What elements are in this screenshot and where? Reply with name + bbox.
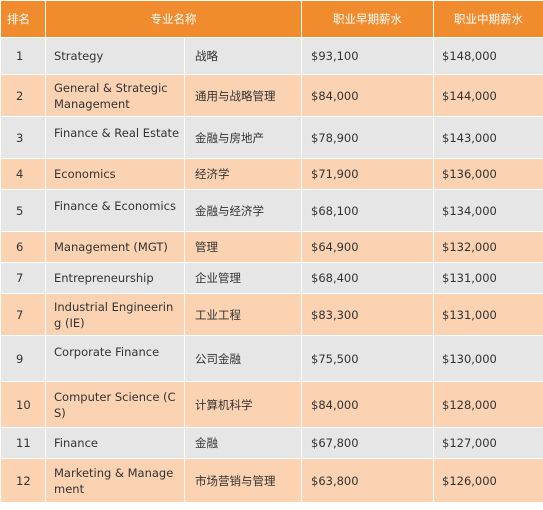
early-salary-cell: $93,100 — [301, 37, 434, 75]
mid-salary-cell: $128,000 — [433, 381, 543, 428]
major-en-cell: Marketing & Management — [45, 458, 185, 503]
major-cn-cell: 通用与战略管理 — [184, 74, 302, 117]
major-en-cell: Management (MGT) — [45, 231, 185, 263]
early-salary-cell: $68,400 — [301, 262, 434, 294]
mid-salary-cell: $131,000 — [433, 262, 543, 294]
major-cn-cell: 计算机科学 — [184, 381, 302, 428]
mid-salary-cell: $130,000 — [433, 335, 543, 382]
rank-cell: 7 — [0, 262, 46, 294]
mid-salary-cell: $144,000 — [433, 74, 543, 117]
major-cn-cell: 金融与经济学 — [184, 189, 302, 232]
major-en-cell: Industrial Engineering (IE) — [45, 293, 185, 336]
major-en-cell: Economics — [45, 158, 185, 190]
mid-salary-cell: $134,000 — [433, 189, 543, 232]
early-salary-cell: $71,900 — [301, 158, 434, 190]
early-salary-cell: $83,300 — [301, 293, 434, 336]
major-cn-cell: 市场营销与管理 — [184, 458, 302, 503]
mid-salary-cell: $131,000 — [433, 293, 543, 336]
rank-cell: 5 — [0, 189, 46, 232]
early-salary-cell: $84,000 — [301, 74, 434, 117]
major-en-cell: Entrepreneurship — [45, 262, 185, 294]
major-en-cell: Strategy — [45, 37, 185, 75]
mid-salary-cell: $136,000 — [433, 158, 543, 190]
rank-cell: 6 — [0, 231, 46, 263]
table-row: 10 Computer Science (CS) 计算机科学 $84,000 $… — [0, 381, 543, 428]
table-row: 5 Finance & Economics 金融与经济学 $68,100 $13… — [0, 189, 543, 232]
table-row: 12 Marketing & Management 市场营销与管理 $63,80… — [0, 458, 543, 503]
major-cn-cell: 金融 — [184, 427, 302, 459]
table-row: 3 Finance & Real Estate 金融与房地产 $78,900 $… — [0, 116, 543, 159]
major-cn-cell: 管理 — [184, 231, 302, 263]
major-cn-cell: 企业管理 — [184, 262, 302, 294]
major-en-cell: Finance & Economics — [45, 189, 185, 232]
table-row: 9 Corporate Finance 公司金融 $75,500 $130,00… — [0, 335, 543, 382]
major-en-cell: Corporate Finance — [45, 335, 185, 382]
table-row: 6 Management (MGT) 管理 $64,900 $132,000 — [0, 231, 543, 263]
rank-cell: 12 — [0, 458, 46, 503]
header-major: 专业名称 — [45, 0, 302, 38]
major-en-cell: Finance — [45, 427, 185, 459]
table-row: 1 Strategy 战略 $93,100 $148,000 — [0, 37, 543, 75]
major-cn-cell: 金融与房地产 — [184, 116, 302, 159]
table-row: 11 Finance 金融 $67,800 $127,000 — [0, 427, 543, 459]
mid-salary-cell: $127,000 — [433, 427, 543, 459]
rank-cell: 11 — [0, 427, 46, 459]
rank-cell: 10 — [0, 381, 46, 428]
mid-salary-cell: $132,000 — [433, 231, 543, 263]
mid-salary-cell: $148,000 — [433, 37, 543, 75]
table-row: 2 General & Strategic Management 通用与战略管理… — [0, 74, 543, 117]
rank-cell: 7 — [0, 293, 46, 336]
major-cn-cell: 公司金融 — [184, 335, 302, 382]
header-rank: 排名 — [0, 0, 46, 38]
early-salary-cell: $68,100 — [301, 189, 434, 232]
rank-cell: 1 — [0, 37, 46, 75]
major-en-cell: General & Strategic Management — [45, 74, 185, 117]
early-salary-cell: $67,800 — [301, 427, 434, 459]
mid-salary-cell: $126,000 — [433, 458, 543, 503]
early-salary-cell: $84,000 — [301, 381, 434, 428]
early-salary-cell: $63,800 — [301, 458, 434, 503]
major-cn-cell: 工业工程 — [184, 293, 302, 336]
major-en-cell: Finance & Real Estate — [45, 116, 185, 159]
early-salary-cell: $78,900 — [301, 116, 434, 159]
table-row: 4 Economics 经济学 $71,900 $136,000 — [0, 158, 543, 190]
early-salary-cell: $75,500 — [301, 335, 434, 382]
header-mid-salary: 职业中期薪水 — [433, 0, 543, 38]
table-row: 7 Entrepreneurship 企业管理 $68,400 $131,000 — [0, 262, 543, 294]
rank-cell: 2 — [0, 74, 46, 117]
rank-cell: 9 — [0, 335, 46, 382]
major-cn-cell: 战略 — [184, 37, 302, 75]
major-cn-cell: 经济学 — [184, 158, 302, 190]
header-row: 排名 专业名称 职业早期薪水 职业中期薪水 — [0, 0, 543, 38]
table-row: 7 Industrial Engineering (IE) 工业工程 $83,3… — [0, 293, 543, 336]
header-early-salary: 职业早期薪水 — [301, 0, 434, 38]
rank-cell: 4 — [0, 158, 46, 190]
major-en-cell: Computer Science (CS) — [45, 381, 185, 428]
rank-cell: 3 — [0, 116, 46, 159]
early-salary-cell: $64,900 — [301, 231, 434, 263]
mid-salary-cell: $143,000 — [433, 116, 543, 159]
